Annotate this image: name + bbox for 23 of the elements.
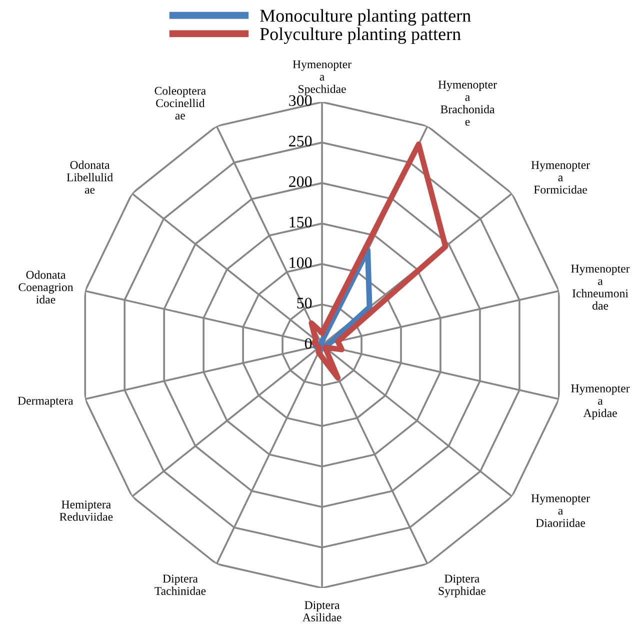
- y-tick-label: 300: [289, 95, 312, 106]
- spoke-label: Coleoptera Cocinellidae: [154, 86, 206, 120]
- y-tick-label: 150: [290, 216, 312, 228]
- spoke-label: Hemiptera Reduviidae: [60, 500, 113, 521]
- y-tick-label: 100: [290, 257, 312, 268]
- spoke-label: Odonata Coenagrionidae: [18, 270, 74, 304]
- spoke-label: Hymenoptera Formicidae: [531, 161, 590, 194]
- y-tick-label: 200: [289, 176, 312, 188]
- spoke-label: Diptera Asilidae: [302, 601, 342, 622]
- spoke-label: Hymenoptera Spechidae: [292, 60, 352, 96]
- spoke-label: Diptera Syrphidae: [438, 574, 486, 598]
- y-tick-label: 0: [304, 338, 312, 350]
- y-tick-label: 50: [297, 298, 312, 309]
- spoke-label: Diptera Tachinidae: [154, 574, 206, 595]
- spoke-label: Hymenoptera Brachonidae: [438, 80, 497, 126]
- spoke-label: Hymenoptera Ichneumonidae: [571, 264, 630, 310]
- spoke-label: Odonata Libellulidae: [66, 160, 113, 194]
- legend-label: Monoculture planting pattern: [260, 9, 471, 26]
- legend-label: Polyculture planting pattern: [260, 27, 461, 44]
- spoke-label: Hymenoptera Diaoriidae: [531, 494, 590, 527]
- spoke-label: Hymenoptera Apidae: [571, 384, 630, 420]
- y-tick-label: 250: [289, 136, 312, 147]
- spoke-label: Dermaptera: [18, 396, 74, 408]
